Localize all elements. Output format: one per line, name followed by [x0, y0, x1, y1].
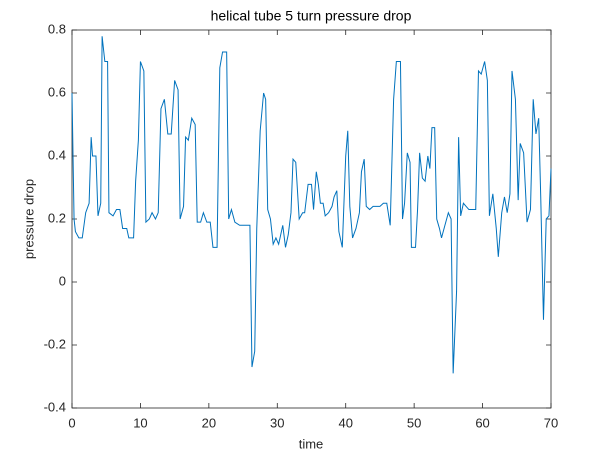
y-tick-label: 0.2: [48, 210, 66, 225]
x-tick-label: 20: [202, 415, 216, 430]
x-tick-label: 0: [68, 415, 75, 430]
x-tick-label: 50: [407, 415, 421, 430]
y-axis-label: pressure drop: [21, 179, 36, 259]
x-tick-label: 10: [133, 415, 147, 430]
y-tick-label: 0.4: [48, 147, 66, 162]
chart-title: helical tube 5 turn pressure drop: [211, 8, 412, 24]
x-tick-label: 70: [544, 415, 558, 430]
x-tick-label: 40: [338, 415, 352, 430]
plot-box: [71, 29, 552, 409]
y-tick-label: 0.6: [48, 84, 66, 99]
x-tick-label: 60: [475, 415, 489, 430]
data-line: [71, 36, 552, 374]
x-tick-label: 30: [270, 415, 284, 430]
y-tick-label: 0: [59, 273, 66, 288]
y-tick-label: 0.8: [48, 21, 66, 36]
y-tick-label: -0.2: [44, 336, 66, 351]
y-tick-label: -0.4: [44, 399, 66, 414]
x-axis-label: time: [299, 436, 324, 451]
